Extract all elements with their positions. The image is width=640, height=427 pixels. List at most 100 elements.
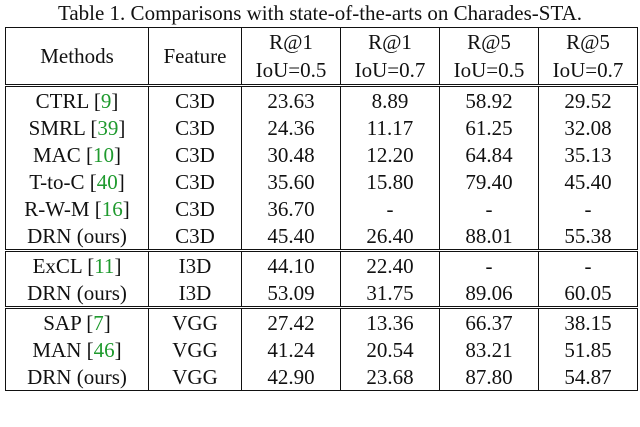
table-row: MAN [46] VGG 41.24 20.54 83.21 51.85 xyxy=(5,336,638,363)
method-cell: T-to-C [40] xyxy=(5,168,149,195)
citation-bracket: [ xyxy=(81,337,94,362)
method-cell: SAP [7] xyxy=(5,306,149,336)
method-cell: R-W-M [16] xyxy=(5,195,149,222)
citation-link[interactable]: 7 xyxy=(93,310,104,335)
header-metric-top: R@5 xyxy=(538,27,638,56)
feature-cell: VGG xyxy=(148,336,242,363)
value-cell: 64.84 xyxy=(439,141,539,168)
citation-link[interactable]: 16 xyxy=(101,196,123,221)
value-cell: 79.40 xyxy=(439,168,539,195)
value-cell: 23.63 xyxy=(241,84,341,114)
method-name: T-to-C xyxy=(29,169,85,194)
value-cell: 44.10 xyxy=(241,249,341,279)
citation-bracket: [ xyxy=(81,253,95,278)
citation-bracket: ] xyxy=(117,169,125,194)
method-cell: DRN (ours) xyxy=(5,363,149,391)
citation-bracket: ] xyxy=(114,142,122,167)
value-cell: - xyxy=(439,195,539,222)
value-cell: 20.54 xyxy=(340,336,440,363)
value-cell: 83.21 xyxy=(439,336,539,363)
value-cell: 15.80 xyxy=(340,168,440,195)
feature-cell: C3D xyxy=(148,168,242,195)
feature-cell: VGG xyxy=(148,306,242,336)
method-name: DRN (ours) xyxy=(27,280,127,305)
feature-cell: C3D xyxy=(148,84,242,114)
feature-cell: I3D xyxy=(148,249,242,279)
value-cell: 22.40 xyxy=(340,249,440,279)
header-metric-bottom: IoU=0.7 xyxy=(538,56,638,86)
value-cell: 60.05 xyxy=(538,279,638,308)
method-name: DRN (ours) xyxy=(27,364,127,389)
table-body: CTRL [9] C3D 23.63 8.89 58.92 29.52 SMRL [39] C… xyxy=(5,84,638,391)
method-name: R-W-M xyxy=(24,196,90,221)
table-row: SMRL [39] C3D 24.36 11.17 61.25 32.08 xyxy=(5,114,638,141)
value-cell: 8.89 xyxy=(340,84,440,114)
header-metric-bottom: IoU=0.5 xyxy=(241,56,341,86)
value-cell: 66.37 xyxy=(439,306,539,336)
method-cell: SMRL [39] xyxy=(5,114,149,141)
method-name: MAC xyxy=(32,142,81,167)
method-cell: DRN (ours) xyxy=(5,279,149,308)
citation-bracket: [ xyxy=(80,142,94,167)
value-cell: - xyxy=(538,249,638,279)
value-cell: 12.20 xyxy=(340,141,440,168)
value-cell: 53.09 xyxy=(241,279,341,308)
table-row: CTRL [9] C3D 23.63 8.89 58.92 29.52 xyxy=(5,84,638,114)
value-cell: - xyxy=(340,195,440,222)
citation-link[interactable]: 9 xyxy=(100,88,112,113)
citation-bracket: [ xyxy=(85,115,98,140)
citation-link[interactable]: 10 xyxy=(93,142,115,167)
header-metric-bottom: IoU=0.7 xyxy=(340,56,440,86)
value-cell: 45.40 xyxy=(538,168,638,195)
method-cell: MAC [10] xyxy=(5,141,149,168)
citation-link[interactable]: 40 xyxy=(96,169,118,194)
value-cell: 36.70 xyxy=(241,195,341,222)
table-row: SAP [7] VGG 27.42 13.36 66.37 38.15 xyxy=(5,306,638,336)
value-cell: 87.80 xyxy=(439,363,539,391)
table-row: DRN (ours) C3D 45.40 26.40 88.01 55.38 xyxy=(5,222,638,251)
table-row: R-W-M [16] C3D 36.70- - - xyxy=(5,195,638,222)
value-cell: 58.92 xyxy=(439,84,539,114)
value-cell: 29.52 xyxy=(538,84,638,114)
table-row: ExCL [11] I3D 44.10 22.40- - xyxy=(5,249,638,279)
value-cell: 27.42 xyxy=(241,306,341,336)
value-cell: 41.24 xyxy=(241,336,341,363)
method-name: DRN (ours) xyxy=(27,223,127,248)
value-cell: 23.68 xyxy=(340,363,440,391)
value-cell: 26.40 xyxy=(340,222,440,251)
citation-bracket: [ xyxy=(84,169,97,194)
table-row: DRN (ours) VGG 42.90 23.68 87.80 54.87 xyxy=(5,363,638,391)
value-cell: 24.36 xyxy=(241,114,341,141)
citation-bracket: ] xyxy=(118,115,126,140)
citation-bracket: ] xyxy=(114,337,122,362)
method-cell: CTRL [9] xyxy=(5,84,149,114)
value-cell: 88.01 xyxy=(439,222,539,251)
value-cell: 55.38 xyxy=(538,222,638,251)
header-metric-top: R@1 xyxy=(241,27,341,56)
citation-bracket: [ xyxy=(88,88,101,113)
feature-cell: C3D xyxy=(148,114,242,141)
method-cell: ExCL [11] xyxy=(5,249,149,279)
method-name: CTRL xyxy=(35,88,89,113)
citation-link[interactable]: 11 xyxy=(94,253,115,278)
header-metric-top: R@1 xyxy=(340,27,440,56)
citation-bracket: ] xyxy=(122,196,130,221)
value-cell: 11.17 xyxy=(340,114,440,141)
feature-cell: C3D xyxy=(148,222,242,251)
method-cell: MAN [46] xyxy=(5,336,149,363)
method-cell: DRN (ours) xyxy=(5,222,149,251)
value-cell: 13.36 xyxy=(340,306,440,336)
citation-link[interactable]: 46 xyxy=(93,337,115,362)
value-cell: 31.75 xyxy=(340,279,440,308)
value-cell: 38.15 xyxy=(538,306,638,336)
method-name: MAN xyxy=(32,337,82,362)
header-metric-bottom: IoU=0.5 xyxy=(439,56,539,86)
citation-link[interactable]: 39 xyxy=(97,115,119,140)
value-cell: - xyxy=(538,195,638,222)
feature-cell: C3D xyxy=(148,141,242,168)
value-cell: 30.48 xyxy=(241,141,341,168)
value-cell: 42.90 xyxy=(241,363,341,391)
header-feature: Feature xyxy=(148,27,242,86)
feature-cell: C3D xyxy=(148,195,242,222)
value-cell: 35.13 xyxy=(538,141,638,168)
